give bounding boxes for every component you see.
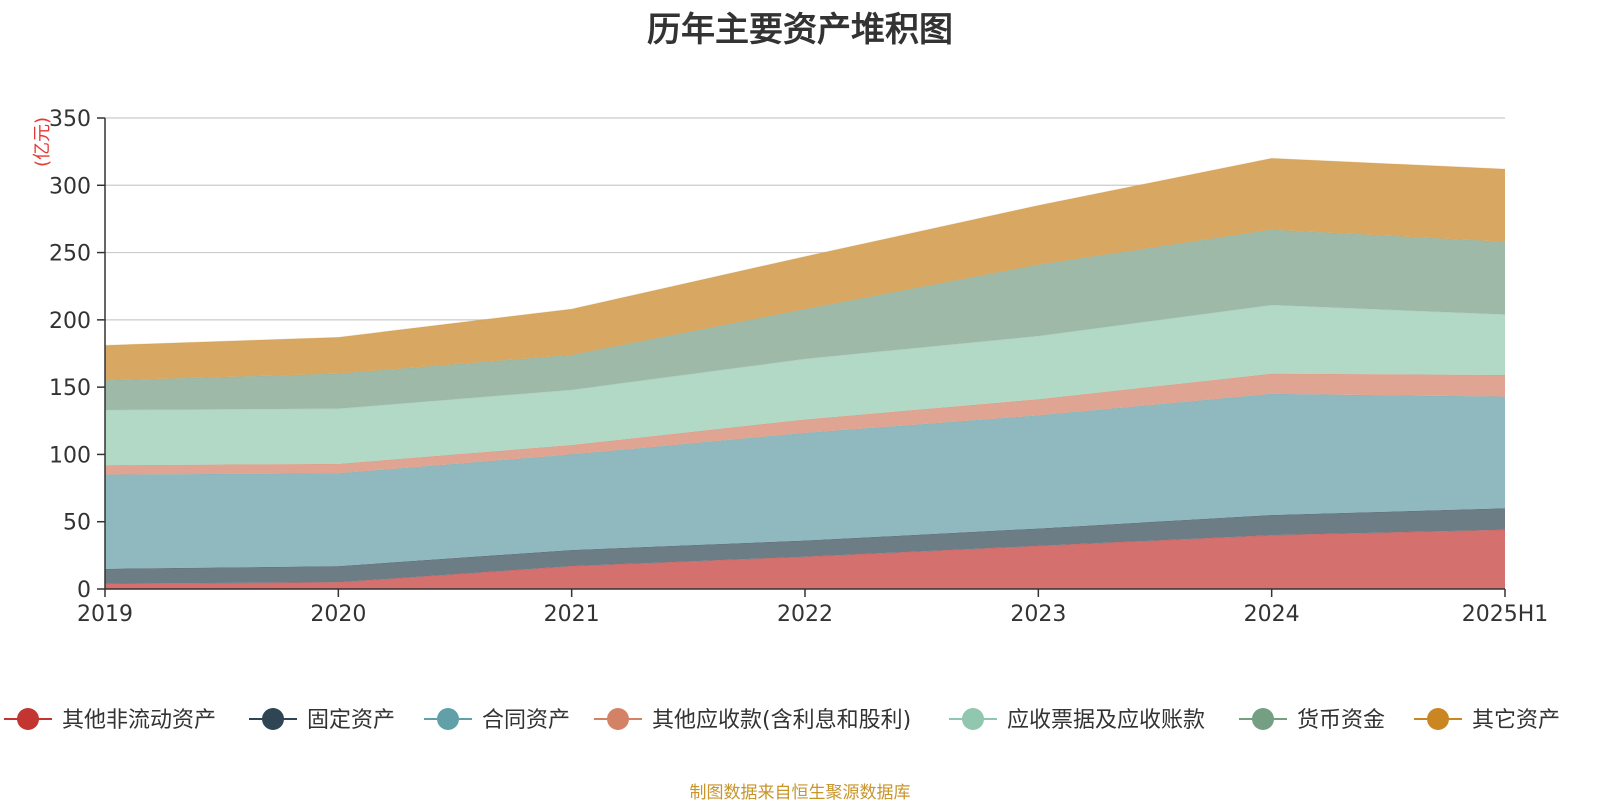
legend-item-0: 其他非流动资产 <box>4 708 216 733</box>
y-tick-label: 150 <box>49 376 91 401</box>
x-tick-labels: 2019 2020 2021 2022 2023 2024 2025H1 <box>77 589 1548 627</box>
legend-item-3: 其他应收款(含利息和股利) <box>594 708 911 733</box>
y-tick-labels: 0 50 100 150 200 250 300 350 <box>49 107 105 603</box>
legend-label: 货币资金 <box>1297 708 1385 733</box>
chart-title: 历年主要资产堆积图 <box>647 10 953 50</box>
source-note: 制图数据来自恒生聚源数据库 <box>689 783 911 803</box>
legend-marker <box>17 708 39 730</box>
legend-marker <box>1252 708 1274 730</box>
area-series <box>104 157 1506 589</box>
legend-item-1: 固定资产 <box>249 708 395 733</box>
x-tick-label: 2023 <box>1010 602 1066 627</box>
x-tick-label: 2021 <box>544 602 600 627</box>
legend-marker <box>437 708 459 730</box>
legend-label: 应收票据及应收账款 <box>1007 708 1205 733</box>
area-series-5 <box>105 229 1505 411</box>
legend-marker <box>1427 708 1449 730</box>
y-tick-label: 250 <box>49 242 91 267</box>
legend-item-6: 其它资产 <box>1414 708 1560 733</box>
y-tick-label: 0 <box>77 578 91 603</box>
legend-label: 其他非流动资产 <box>62 708 216 733</box>
legend-item-2: 合同资产 <box>424 708 570 733</box>
legend-item-4: 应收票据及应收账款 <box>949 708 1205 733</box>
area-series-0 <box>105 529 1505 589</box>
legend-item-5: 货币资金 <box>1239 708 1385 733</box>
legend-label: 其它资产 <box>1472 708 1560 733</box>
legend-marker <box>262 708 284 730</box>
legend-label: 其他应收款(含利息和股利) <box>652 708 911 733</box>
area-series-edge-6 <box>104 157 1506 346</box>
area-series-2 <box>105 393 1505 569</box>
legend-label: 固定资产 <box>307 708 395 733</box>
area-series-1 <box>105 508 1505 584</box>
y-tick-label: 300 <box>49 174 91 199</box>
area-series-6 <box>105 158 1505 381</box>
y-tick-label: 50 <box>63 511 91 536</box>
x-tick-label: 2020 <box>310 602 366 627</box>
area-series-3 <box>105 373 1505 475</box>
legend: 其他非流动资产 固定资产 合同资产 其他应收款(含利息和股利) 应收票据及应收账款 货币资… <box>4 708 1560 733</box>
y-tick-label: 350 <box>49 107 91 132</box>
legend-marker <box>607 708 629 730</box>
x-tick-label: 2025H1 <box>1462 602 1549 627</box>
x-tick-label: 2019 <box>77 602 133 627</box>
y-unit-label: (亿元) <box>32 117 53 167</box>
area-series-4 <box>105 305 1505 466</box>
x-tick-label: 2022 <box>777 602 833 627</box>
y-tick-label: 100 <box>49 443 91 468</box>
legend-marker <box>962 708 984 730</box>
legend-label: 合同资产 <box>482 708 570 733</box>
y-tick-label: 200 <box>49 309 91 334</box>
x-tick-label: 2024 <box>1244 602 1300 627</box>
